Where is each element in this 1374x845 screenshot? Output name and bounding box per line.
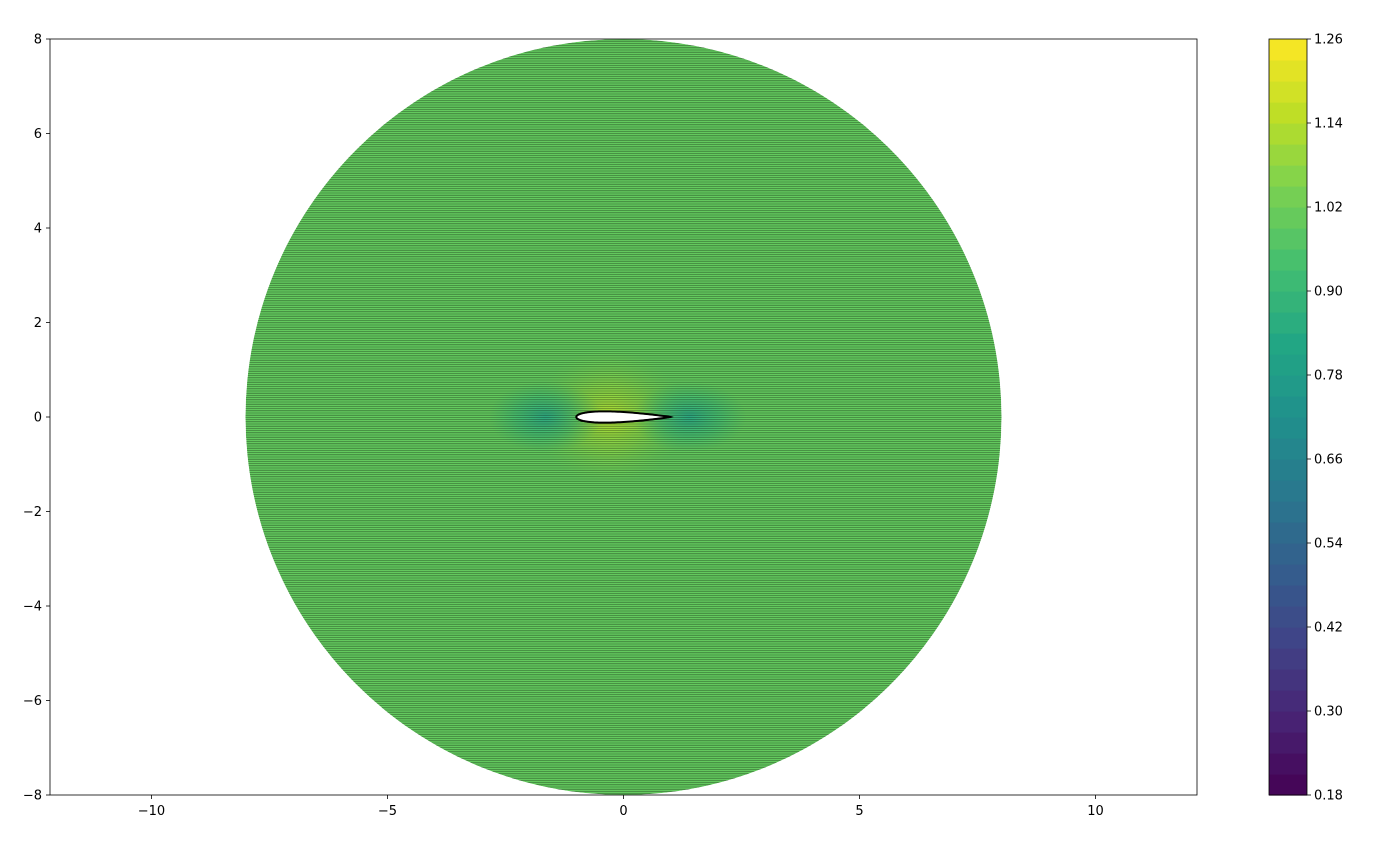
contour-line-set (245, 39, 1002, 794)
colorbar-band (1269, 564, 1307, 586)
x-tick-label: 10 (1087, 804, 1104, 819)
colorbar-tick-label: 0.90 (1314, 285, 1343, 300)
axes: −10 −5 0 5 10 −8 −6 −4 −2 0 2 4 6 8 (23, 33, 1198, 819)
y-tick-label: 6 (34, 127, 42, 142)
airfoil-outline (575, 410, 674, 424)
colorbar-band (1269, 165, 1307, 187)
colorbar-band (1269, 291, 1307, 313)
colorbar-tick-label: 1.14 (1314, 117, 1343, 132)
x-tick-label: 5 (855, 804, 863, 819)
colorbar-band (1269, 522, 1307, 544)
colorbar-band (1269, 627, 1307, 649)
colorbar-tick-label: 0.78 (1314, 369, 1343, 384)
colorbar-tick-label: 1.02 (1314, 201, 1343, 216)
colorbar-band (1269, 543, 1307, 565)
colorbar-band (1269, 39, 1307, 61)
colorbar-band (1269, 774, 1307, 796)
colorbar-band (1269, 732, 1307, 754)
colorbar-tick-label: 0.30 (1314, 705, 1343, 720)
colorbar-band (1269, 228, 1307, 250)
colorbar-band (1269, 396, 1307, 418)
colorbar-band (1269, 60, 1307, 82)
x-tick-label: −10 (138, 804, 165, 819)
colorbar-band (1269, 207, 1307, 229)
colorbar-ticks: 0.18 0.30 0.42 0.54 0.66 0.78 0.90 1.02 1.14 1.26 (1307, 33, 1343, 804)
y-tick-label: −2 (23, 505, 42, 520)
stagnation-region (488, 381, 603, 453)
colorbar-band (1269, 417, 1307, 439)
colorbar-band (1269, 270, 1307, 292)
colorbar: 0.18 0.30 0.42 0.54 0.66 0.78 0.90 1.02 1.14 1.26 (1268, 33, 1343, 804)
colorbar-band (1269, 144, 1307, 166)
y-tick-label: 8 (34, 33, 42, 48)
y-tick-label: −4 (23, 600, 42, 615)
colorbar-band (1269, 312, 1307, 334)
colorbar-frame (1268, 38, 1308, 796)
colorbar-band (1269, 711, 1307, 733)
colorbar-tick-label: 0.54 (1314, 537, 1343, 552)
colorbar-band (1269, 459, 1307, 481)
colorbar-band (1269, 249, 1307, 271)
y-tick-label: −6 (23, 694, 42, 709)
colorbar-band (1269, 123, 1307, 145)
x-tick-label: 0 (619, 804, 627, 819)
colorbar-tick-label: 1.26 (1314, 33, 1343, 48)
colorbar-tick-label: 0.42 (1314, 621, 1343, 636)
x-axis-ticks: −10 −5 0 5 10 (138, 795, 1104, 819)
colorbar-band (1269, 648, 1307, 670)
colorbar-band (1269, 669, 1307, 691)
colorbar-band (1269, 480, 1307, 502)
colorbar-bands (1269, 39, 1307, 796)
colorbar-band (1269, 753, 1307, 775)
y-axis-ticks: −8 −6 −4 −2 0 2 4 6 8 (23, 33, 50, 804)
y-tick-label: 2 (34, 316, 42, 331)
stagnation-region (632, 381, 747, 453)
colorbar-band (1269, 585, 1307, 607)
colorbar-band (1269, 333, 1307, 355)
contour-lines (245, 39, 1002, 794)
colorbar-band (1269, 438, 1307, 460)
colorbar-band (1269, 102, 1307, 124)
colorbar-band (1269, 81, 1307, 103)
colorbar-tick-label: 0.66 (1314, 453, 1343, 468)
colorbar-band (1269, 375, 1307, 397)
colorbar-tick-label: 0.18 (1314, 789, 1343, 804)
y-tick-label: 0 (34, 411, 42, 426)
y-tick-label: −8 (23, 789, 42, 804)
y-tick-label: 4 (34, 222, 42, 237)
colorbar-band (1269, 186, 1307, 208)
colorbar-band (1269, 354, 1307, 376)
colorbar-band (1269, 606, 1307, 628)
x-tick-label: −5 (378, 804, 397, 819)
colorbar-band (1269, 690, 1307, 712)
colorbar-band (1269, 501, 1307, 523)
